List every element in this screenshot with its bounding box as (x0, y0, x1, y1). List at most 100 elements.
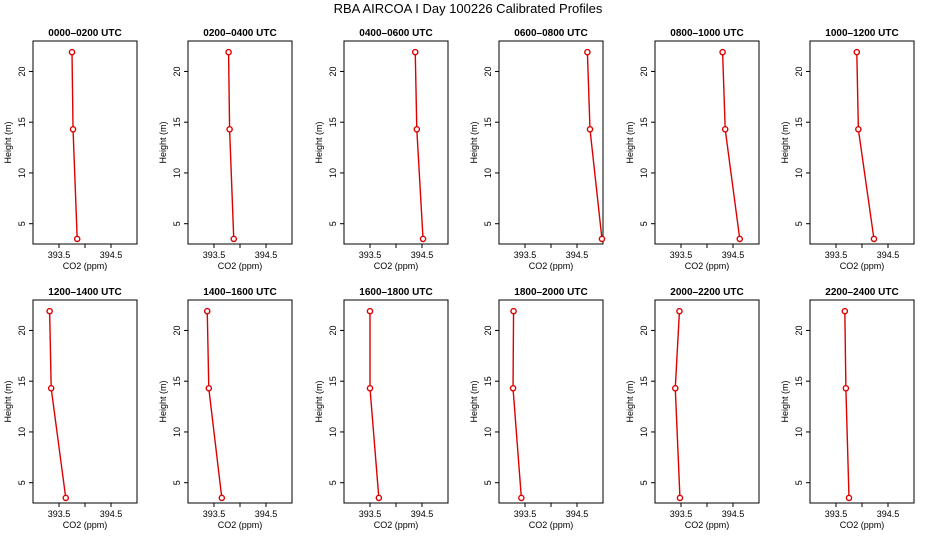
y-tick-label: 5 (794, 480, 804, 485)
plot-frame (343, 299, 449, 504)
y-tick-label: 20 (639, 66, 649, 76)
x-tick-label: 393.5 (825, 250, 848, 260)
x-tick-label: 393.5 (359, 250, 382, 260)
x-tick-label: 393.5 (514, 509, 537, 519)
profile-line (227, 52, 235, 239)
y-axis-label: Height (m) (469, 380, 479, 422)
y-tick-label: 10 (639, 427, 649, 437)
y-axis-label: Height (m) (314, 121, 324, 163)
x-tick-label: 394.5 (100, 509, 123, 519)
plot-frame (32, 40, 138, 245)
y-tick-label: 15 (483, 376, 493, 386)
y-tick-label: 20 (17, 66, 27, 76)
x-tick-label: 393.5 (203, 250, 226, 260)
y-axis-label: Height (m) (158, 121, 168, 163)
plot-frame (809, 299, 915, 504)
y-tick-label: 15 (794, 376, 804, 386)
profile-point (203, 307, 211, 315)
y-tick-label: 20 (328, 66, 338, 76)
profile-panel: 2000–2200 UTC 393.5 394.5 5 10 15 20 CO2 (ppm) H… (625, 287, 760, 530)
y-tick-label: 15 (328, 117, 338, 127)
profile-line (206, 311, 223, 499)
y-tick-label: 15 (328, 376, 338, 386)
panel-title: 1600–1800 UTC (359, 287, 432, 298)
profile-panel: 1600–1800 UTC 393.5 394.5 5 10 15 20 CO2 (ppm) H… (314, 287, 449, 530)
x-axis-label: CO2 (ppm) (529, 520, 574, 530)
y-tick-label: 5 (172, 221, 182, 226)
profile-point (205, 385, 213, 392)
panel-title: 2200–2400 UTC (825, 287, 898, 298)
y-axis-label: Height (m) (469, 121, 479, 163)
x-tick-label: 393.5 (359, 509, 382, 519)
y-tick-label: 15 (17, 376, 27, 386)
x-axis-label: CO2 (ppm) (840, 261, 885, 271)
x-tick-label: 394.5 (411, 509, 434, 519)
profile-point (375, 494, 383, 502)
profile-point (419, 235, 427, 243)
profile-point (845, 494, 853, 502)
y-tick-label: 15 (639, 376, 649, 386)
profile-line (369, 311, 380, 498)
y-axis-label: Height (m) (625, 380, 635, 422)
y-tick-label: 10 (483, 427, 493, 437)
profile-line (586, 52, 603, 240)
y-tick-label: 10 (17, 427, 27, 437)
profile-point (411, 48, 419, 56)
x-axis-label: CO2 (ppm) (218, 520, 263, 530)
profile-panel: 1000–1200 UTC 393.5 394.5 5 10 15 20 CO2 (ppm) H… (780, 28, 915, 271)
y-axis-label: Height (m) (780, 121, 790, 163)
y-tick-label: 10 (172, 168, 182, 178)
y-tick-label: 15 (172, 376, 182, 386)
y-tick-label: 15 (172, 117, 182, 127)
x-tick-label: 393.5 (48, 250, 71, 260)
profile-panel: 0000–0200 UTC 393.5 394.5 5 10 15 20 CO2 (ppm) H… (3, 28, 138, 271)
y-axis-label: Height (m) (314, 380, 324, 422)
y-axis-label: Height (m) (3, 121, 13, 163)
profile-point (510, 307, 517, 315)
plot-frame (654, 299, 760, 504)
x-tick-label: 393.5 (48, 509, 71, 519)
y-tick-label: 20 (794, 325, 804, 335)
x-axis-label: CO2 (ppm) (374, 520, 419, 530)
y-tick-label: 15 (639, 117, 649, 127)
profile-point (366, 385, 374, 392)
y-axis-label: Height (m) (3, 380, 13, 422)
x-tick-label: 394.5 (100, 250, 123, 260)
profile-line (856, 52, 875, 240)
profile-point (366, 307, 374, 315)
y-axis-label: Height (m) (625, 121, 635, 163)
x-tick-label: 394.5 (255, 509, 278, 519)
y-tick-label: 5 (328, 480, 338, 485)
y-tick-label: 20 (328, 325, 338, 335)
profile-point (853, 48, 861, 56)
y-tick-label: 10 (639, 168, 649, 178)
y-tick-label: 20 (17, 325, 27, 335)
profile-point (230, 235, 238, 243)
panel-grid: 0000–0200 UTC 393.5 394.5 5 10 15 20 CO2 (ppm) H… (3, 28, 915, 530)
profile-line (844, 311, 850, 498)
y-tick-label: 5 (639, 480, 649, 485)
y-tick-label: 20 (794, 66, 804, 76)
y-tick-label: 10 (17, 168, 27, 178)
y-tick-label: 5 (328, 221, 338, 226)
profile-line (512, 311, 523, 498)
plot-frame (32, 299, 138, 504)
y-axis-label: Height (m) (780, 380, 790, 422)
x-tick-label: 394.5 (566, 250, 589, 260)
y-tick-label: 5 (483, 221, 493, 226)
profile-point (226, 126, 233, 133)
profile-point (676, 307, 683, 315)
profile-point (584, 48, 591, 56)
profile-point (62, 494, 70, 502)
x-axis-label: CO2 (ppm) (218, 261, 263, 271)
panel-title: 0600–0800 UTC (514, 28, 587, 39)
x-tick-label: 394.5 (722, 509, 745, 519)
profile-point (586, 126, 594, 133)
profile-point (841, 307, 849, 315)
profile-point (518, 494, 525, 502)
profile-point (68, 48, 76, 56)
y-tick-label: 20 (172, 325, 182, 335)
profile-line (48, 311, 67, 499)
profile-point (736, 235, 744, 243)
